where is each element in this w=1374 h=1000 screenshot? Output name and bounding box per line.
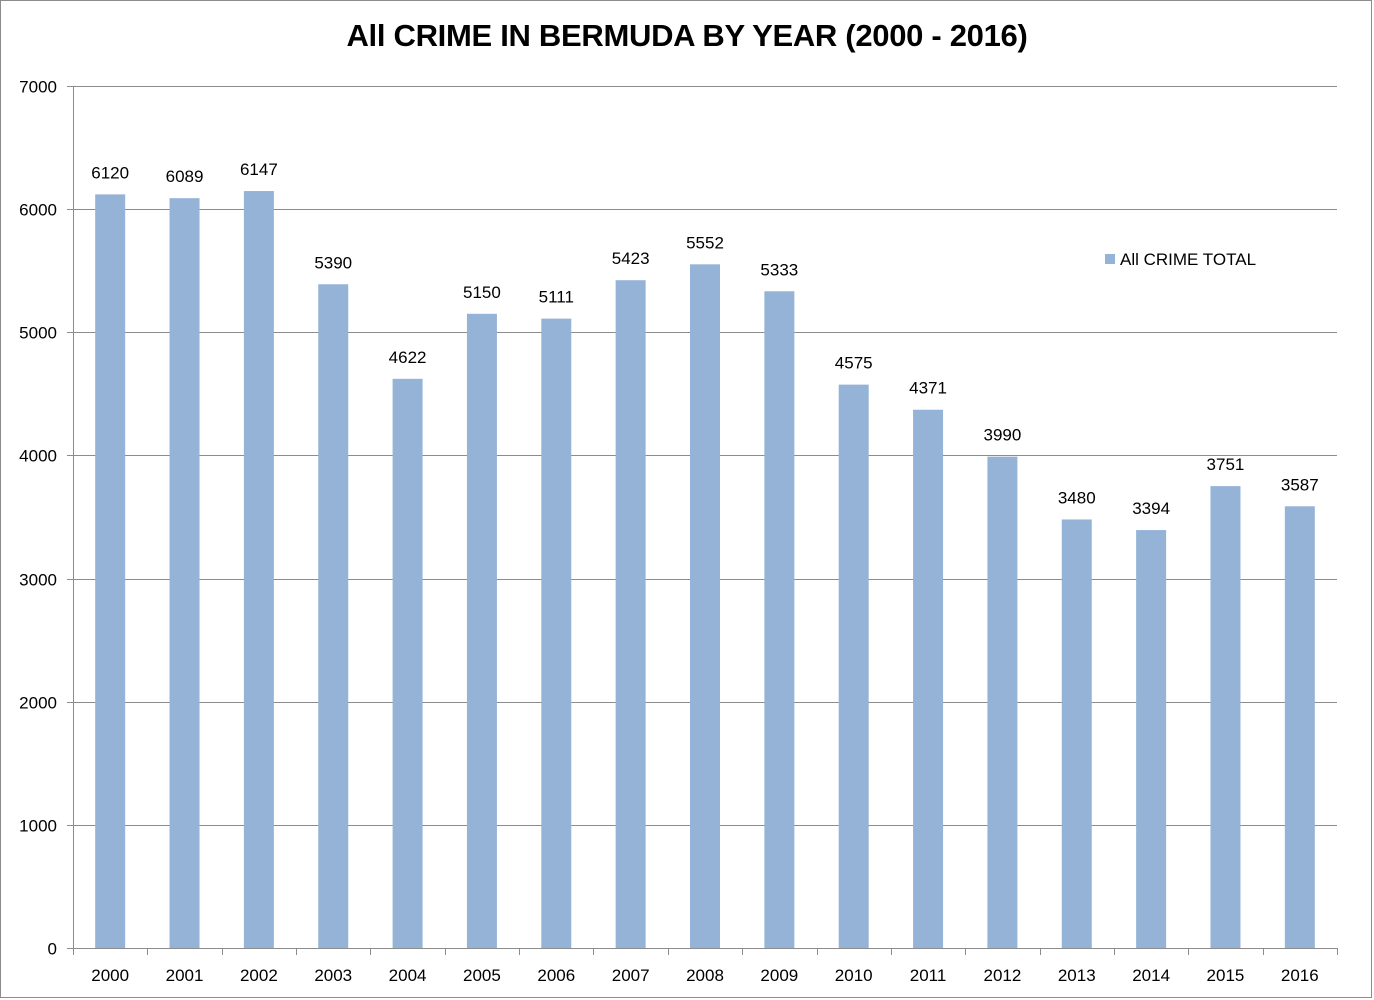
bar-2013 [1061, 519, 1092, 948]
data-label-2011: 4371 [909, 379, 947, 398]
legend-swatch [1105, 254, 1115, 264]
bar-2006 [541, 318, 572, 948]
x-tick-label-2004: 2004 [389, 966, 427, 985]
data-labels: 6120 6089 6147 5390 4622 5150 5111 5423 5552 5333… [91, 160, 1318, 518]
bar-2016 [1284, 506, 1315, 948]
data-label-2015: 3751 [1207, 455, 1245, 474]
data-label-2013: 3480 [1058, 488, 1096, 507]
y-tick-label: 4000 [19, 447, 57, 466]
x-tick-label-2010: 2010 [835, 966, 873, 985]
data-label-2003: 5390 [314, 253, 352, 272]
data-label-2009: 5333 [760, 260, 798, 279]
y-tick-label: 1000 [19, 817, 57, 836]
bar-2014 [1136, 530, 1167, 948]
x-tick-label-2011: 2011 [910, 966, 947, 985]
x-tick-label-2003: 2003 [314, 966, 352, 985]
bar-2008 [690, 264, 720, 948]
legend-label: All CRIME TOTAL [1120, 250, 1256, 269]
axes: 0 1000 2000 3000 4000 5000 6000 7000 2000 2001 200… [19, 78, 1338, 985]
x-tick-label-2007: 2007 [612, 966, 650, 985]
x-tick-label-2001: 2001 [166, 966, 204, 985]
x-tick-label-2016: 2016 [1281, 966, 1319, 985]
data-label-2000: 6120 [91, 163, 129, 182]
data-label-2004: 4622 [389, 348, 427, 367]
data-label-2006: 5111 [539, 288, 574, 307]
bars [95, 191, 1315, 949]
y-tick-label: 0 [48, 940, 57, 959]
legend: All CRIME TOTAL [1105, 250, 1256, 269]
x-tick-label-2002: 2002 [240, 966, 278, 985]
data-label-2008: 5552 [686, 233, 724, 252]
bar-2005 [466, 313, 497, 948]
data-label-2014: 3394 [1132, 499, 1170, 518]
data-label-2005: 5150 [463, 283, 501, 302]
data-label-2012: 3990 [983, 426, 1021, 445]
y-tick-label: 7000 [19, 78, 57, 97]
x-tick-label-2009: 2009 [760, 966, 798, 985]
data-label-2001: 6089 [166, 167, 204, 186]
chart-title: All CRIME IN BERMUDA BY YEAR (2000 - 201… [346, 18, 1028, 53]
bar-2011 [913, 409, 944, 948]
x-tick-label-2008: 2008 [686, 966, 724, 985]
bar-2010 [838, 384, 869, 948]
bar-2015 [1210, 486, 1241, 948]
bar-2000 [95, 194, 126, 948]
y-tick-label: 5000 [19, 324, 57, 343]
bar-2002 [243, 191, 274, 949]
data-label-2002: 6147 [240, 160, 278, 179]
data-label-2010: 4575 [835, 354, 873, 373]
x-tick-label-2000: 2000 [91, 966, 129, 985]
x-tick-label-2005: 2005 [463, 966, 501, 985]
y-tick-label: 6000 [19, 201, 57, 220]
x-tick-label-2015: 2015 [1207, 966, 1245, 985]
bar-2003 [318, 284, 349, 948]
bar-2007 [615, 280, 646, 948]
data-label-2007: 5423 [612, 249, 650, 268]
bar-2009 [764, 291, 795, 948]
bar-2012 [987, 456, 1018, 948]
bar-2004 [392, 378, 423, 949]
data-label-2016: 3587 [1281, 475, 1319, 494]
y-tick-label: 2000 [19, 694, 57, 713]
bar-2001 [169, 198, 200, 948]
x-tick-label-2012: 2012 [983, 966, 1021, 985]
y-tick-label: 3000 [19, 571, 57, 590]
x-tick-label-2013: 2013 [1058, 966, 1096, 985]
x-tick-label-2014: 2014 [1132, 966, 1170, 985]
x-tick-label-2006: 2006 [537, 966, 575, 985]
